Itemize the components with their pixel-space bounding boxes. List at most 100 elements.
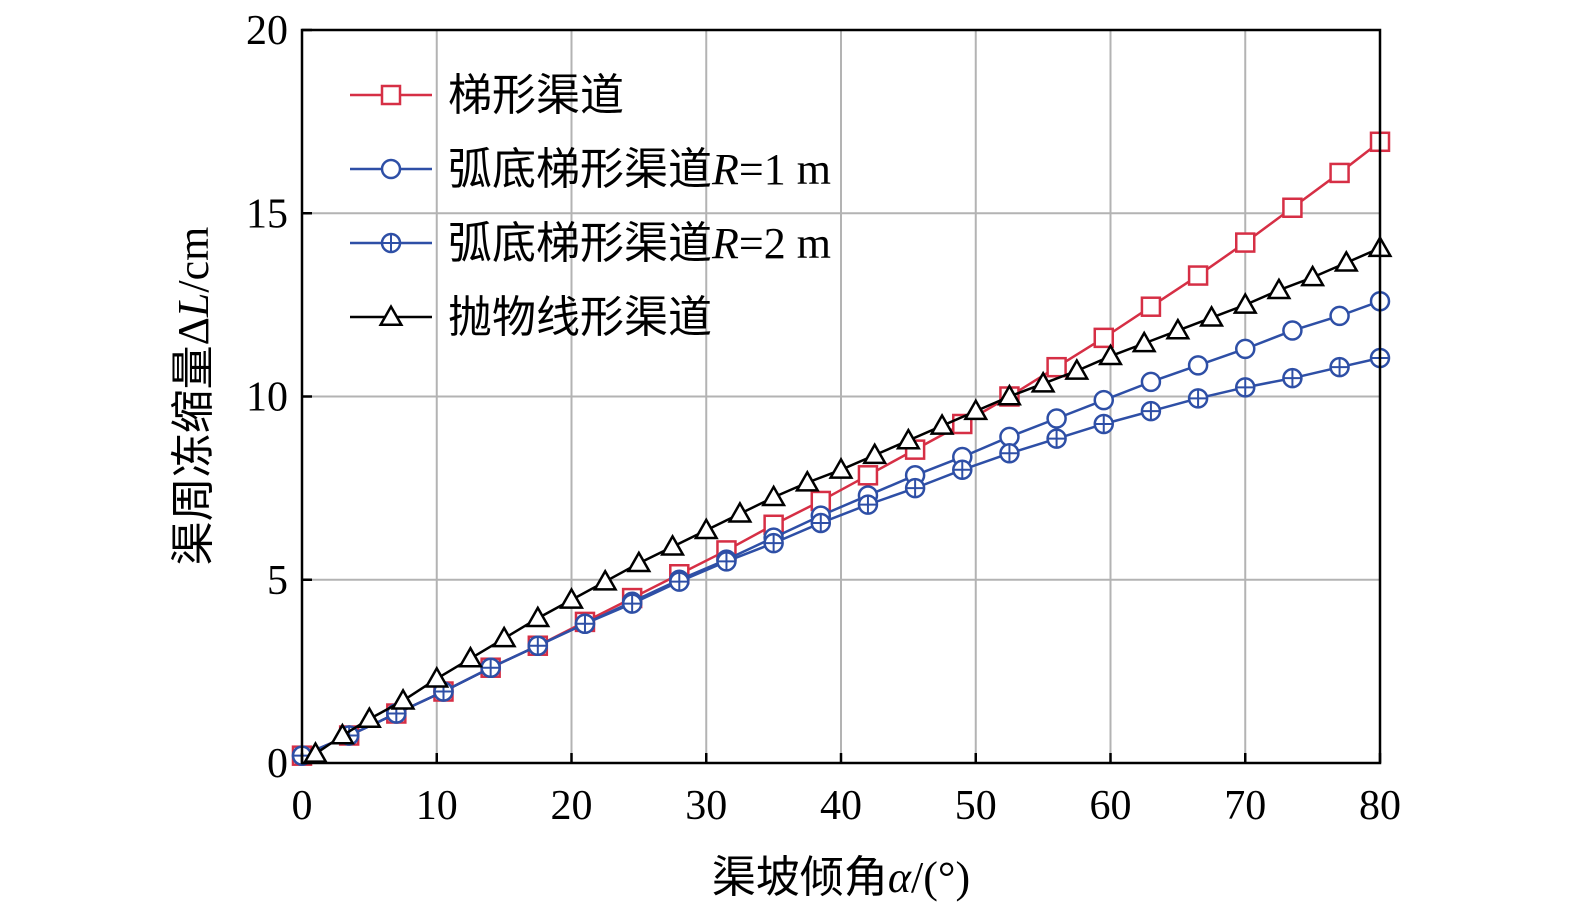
data-point: [558, 587, 585, 609]
data-point: [857, 494, 879, 515]
legend-label: 梯形渠道: [448, 70, 624, 121]
x-tick-label: 60: [1090, 783, 1132, 829]
series-3: [302, 235, 1393, 763]
legend-item: 梯形渠道: [350, 70, 624, 121]
data-point: [626, 550, 652, 573]
data-point: [693, 517, 719, 540]
data-point: [1329, 305, 1350, 327]
x-axis-title: 渠坡倾角α/(°): [712, 852, 970, 903]
axis-ticks: 0 10 20 30 40 50 60 70 80 0 5 10 15 20: [246, 8, 1401, 829]
data-point: [1140, 371, 1162, 393]
legend-item: 抛物线形渠道: [350, 292, 712, 343]
data-point: [828, 456, 854, 479]
x-tick-label: 70: [1224, 783, 1266, 829]
x-tick-label: 10: [416, 783, 458, 829]
x-tick-label: 30: [685, 783, 727, 829]
grid-lines: [302, 30, 1380, 763]
data-point: [525, 605, 551, 628]
y-axis-title: 渠周冻缩量ΔL/cm: [168, 227, 219, 566]
data-point: [1165, 317, 1191, 340]
data-point: [1235, 338, 1256, 360]
plot-series: [291, 131, 1393, 766]
y-tick-label: 15: [246, 191, 288, 237]
data-point: [996, 383, 1022, 406]
data-point: [669, 571, 690, 592]
data-point: [491, 625, 517, 648]
data-point: [716, 551, 737, 572]
data-point: [1064, 357, 1090, 380]
data-point: [527, 635, 549, 656]
data-point: [1187, 355, 1209, 376]
data-point: [1266, 277, 1292, 300]
data-point: [1046, 356, 1067, 378]
x-tick-label: 20: [551, 783, 593, 829]
x-axis-title-unit: /(°): [911, 853, 970, 902]
data-point: [761, 484, 787, 507]
data-point: [1235, 377, 1256, 398]
data-point: [1282, 367, 1303, 389]
y-axis-title-text: 渠周冻缩量: [168, 345, 219, 565]
data-point: [1093, 389, 1115, 411]
data-point: [1187, 388, 1209, 409]
data-point: [1131, 330, 1157, 353]
y-tick-label: 0: [267, 741, 288, 787]
data-point: [574, 613, 596, 634]
legend-label: 抛物线形渠道: [448, 292, 712, 343]
data-point: [1333, 249, 1359, 272]
x-axis-title-symbol: α: [888, 853, 912, 902]
y-axis-title-symbol-l: L: [169, 293, 218, 318]
data-point: [1282, 197, 1303, 219]
data-point: [1329, 356, 1350, 378]
data-point: [857, 465, 879, 486]
legend-item: 弧底梯形渠道R=1 m: [350, 144, 831, 195]
series-2: [291, 347, 1391, 766]
y-tick-label: 5: [267, 558, 288, 604]
data-point: [929, 412, 955, 435]
data-point: [1097, 343, 1124, 366]
data-point: [1282, 320, 1303, 341]
data-point: [1046, 408, 1067, 429]
x-axis-title-text: 渠坡倾角: [712, 852, 888, 903]
data-point: [1140, 400, 1162, 422]
data-point: [1300, 264, 1326, 287]
data-point: [302, 740, 328, 763]
data-point: [424, 665, 450, 688]
data-point: [592, 568, 618, 591]
data-point: [904, 477, 926, 499]
y-axis-title-unit: /cm: [169, 227, 218, 293]
x-tick-label: 40: [820, 783, 862, 829]
data-point: [1140, 296, 1162, 317]
data-point: [963, 398, 989, 421]
data-point: [727, 500, 753, 523]
data-point: [895, 427, 921, 450]
data-point: [390, 687, 416, 710]
data-point: [1093, 327, 1115, 349]
data-point: [480, 657, 501, 678]
data-point: [763, 532, 784, 554]
legend-label: 弧底梯形渠道R=2 m: [448, 218, 831, 269]
x-tick-label: 0: [292, 783, 313, 829]
legend-item: 弧底梯形渠道R=2 m: [350, 218, 831, 269]
data-point: [999, 443, 1020, 464]
legend-marker: [380, 232, 402, 254]
data-point: [810, 512, 832, 534]
x-tick-label: 80: [1359, 783, 1401, 829]
legend-marker: [380, 158, 402, 180]
data-point: [952, 459, 973, 481]
data-point: [660, 533, 686, 556]
y-tick-label: 20: [246, 8, 288, 54]
legend-marker: [380, 84, 402, 106]
data-point: [1235, 232, 1256, 253]
data-point: [1093, 413, 1115, 435]
x-tick-label: 50: [955, 783, 997, 829]
legend-label: 弧底梯形渠道R=1 m: [448, 144, 831, 195]
data-point: [1232, 292, 1258, 314]
data-point: [621, 593, 643, 614]
data-point: [329, 722, 355, 745]
data-point: [794, 469, 820, 492]
data-point: [457, 645, 483, 668]
data-point: [1030, 370, 1056, 393]
y-tick-label: 10: [246, 375, 288, 421]
